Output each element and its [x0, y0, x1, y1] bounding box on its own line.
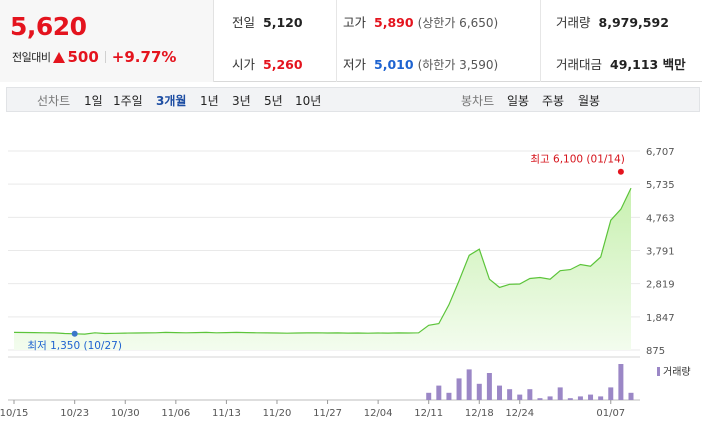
volume-legend-swatch	[657, 367, 660, 376]
y-tick-label: 1,847	[646, 313, 675, 324]
volume-bar	[547, 396, 553, 400]
period-option-3y[interactable]: 3년	[232, 94, 251, 108]
y-tick-label: 3,791	[646, 247, 675, 258]
current-price: 5,620	[10, 12, 87, 41]
x-tick-label: 12/24	[505, 408, 534, 419]
stat-value: 5,260	[263, 57, 303, 72]
period-option-1w[interactable]: 1주일	[113, 94, 143, 108]
volume-bar	[588, 394, 594, 400]
candle-option-daily[interactable]: 일봉	[507, 94, 530, 108]
divider	[540, 0, 541, 82]
volume-bar	[628, 392, 634, 400]
x-tick-label: 12/11	[414, 408, 443, 419]
stat-label: 시가	[232, 57, 256, 72]
volume-bar	[466, 369, 472, 400]
volume-bar	[557, 387, 563, 400]
volume-bar	[436, 385, 442, 400]
volume-bar	[486, 373, 492, 400]
stat-value: 5,890	[374, 15, 414, 30]
stat-label: 거래량	[556, 15, 591, 30]
volume-bars: 거래량	[426, 364, 691, 400]
y-tick-label: 4,763	[646, 213, 675, 224]
stat-label: 고가	[343, 15, 367, 30]
volume-bar	[456, 378, 462, 400]
volume-bar	[618, 364, 624, 400]
min-dot	[71, 330, 78, 337]
candle-chart-label: 봉차트	[461, 94, 495, 108]
min-annotation: 최저 1,350 (10/27)	[27, 340, 122, 352]
change-percent: +9.77%	[111, 48, 177, 66]
max-annotation: 최고 6,100 (01/14)	[530, 154, 625, 166]
volume-bar	[517, 394, 523, 400]
period-option-10y[interactable]: 10년	[295, 94, 322, 108]
x-tick-label: 11/27	[313, 408, 342, 419]
stat-sub: (하한가 3,590)	[417, 58, 499, 72]
candle-option-weekly[interactable]: 주봉	[542, 94, 565, 108]
divider	[104, 51, 106, 63]
period-option-1d[interactable]: 1일	[84, 94, 103, 108]
divider	[336, 0, 337, 82]
y-tick-label: 5,735	[646, 180, 675, 191]
stat-high: 고가 5,890 (상한가 6,650)	[343, 12, 498, 31]
price-line	[13, 187, 632, 335]
stat-sub: (상한가 6,650)	[417, 16, 499, 30]
stat-value: 5,120	[263, 15, 303, 30]
period-option-5y[interactable]: 5년	[264, 94, 283, 108]
y-tick-label: 2,819	[646, 280, 675, 291]
line-chart-label: 선차트	[37, 94, 71, 108]
volume-bar	[446, 392, 452, 400]
x-tick-label: 12/18	[465, 408, 494, 419]
volume-bar	[577, 396, 583, 400]
y-tick-label: 6,707	[646, 147, 675, 158]
x-tick-label: 11/13	[212, 408, 241, 419]
stat-label: 전일	[232, 15, 256, 30]
volume-bar	[608, 387, 614, 400]
x-tick-label: 10/15	[0, 408, 28, 419]
volume-bar	[426, 392, 432, 400]
x-tick-label: 01/07	[596, 408, 625, 419]
x-tick-label: 12/04	[364, 408, 393, 419]
volume-bar	[507, 389, 513, 400]
candle-option-monthly[interactable]: 월봉	[578, 94, 601, 108]
x-tick-label: 10/23	[60, 408, 89, 419]
x-tick-label: 10/30	[111, 408, 140, 419]
change-label: 전일대비	[12, 51, 51, 64]
y-tick-label: 875	[646, 346, 665, 357]
change-row: 전일대비 500 +9.77%	[12, 48, 176, 66]
stat-label: 저가	[343, 57, 367, 72]
volume-bar	[537, 398, 543, 400]
x-axis: 10/15 10/23 10/30 11/06 11/13 11/20 11/27 12/04…	[0, 400, 625, 419]
price-chart: 6,707 5,735 4,763 3,791 2,819 1,847 875 거래량 10…	[0, 147, 691, 419]
stat-prev-close: 전일 5,120	[232, 12, 303, 31]
stat-value: 8,979,592	[598, 15, 669, 30]
period-option-3m[interactable]: 3개월	[156, 94, 187, 108]
grid-lines	[8, 150, 640, 401]
volume-bar	[598, 396, 604, 400]
annotations: 최고 6,100 (01/14) 최저 1,350 (10/27)	[27, 154, 624, 352]
volume-bar	[567, 398, 573, 400]
price-box: 5,620 전일대비 500 +9.77%	[0, 0, 214, 82]
stat-value: 5,010	[374, 57, 414, 72]
x-tick-label: 11/06	[161, 408, 190, 419]
price-area	[14, 188, 631, 350]
x-tick-label: 11/20	[263, 408, 292, 419]
stat-label: 거래대금	[556, 57, 603, 72]
stat-open: 시가 5,260	[232, 54, 303, 73]
stock-summary: 5,620 전일대비 500 +9.77% 전일 5,120 고가 5,890 …	[0, 0, 702, 82]
max-dot	[617, 168, 624, 175]
volume-bar	[527, 389, 533, 400]
period-bar: 선차트 1일 1주일 3개월 1년 3년 5년 10년 봉차트 일봉 주봉 월봉	[6, 87, 700, 112]
y-axis: 6,707 5,735 4,763 3,791 2,819 1,847 875	[646, 147, 675, 357]
change-value: 500	[67, 48, 99, 66]
stat-trade-value: 거래대금 49,113 백만	[556, 54, 686, 73]
volume-bar	[476, 383, 482, 400]
volume-legend-label: 거래량	[663, 366, 691, 378]
stat-volume: 거래량 8,979,592	[556, 12, 669, 31]
stat-value: 49,113 백만	[610, 57, 686, 72]
stat-low: 저가 5,010 (하한가 3,590)	[343, 54, 498, 73]
up-triangle-icon	[53, 51, 66, 63]
volume-bar	[497, 385, 503, 400]
period-option-1y[interactable]: 1년	[200, 94, 219, 108]
